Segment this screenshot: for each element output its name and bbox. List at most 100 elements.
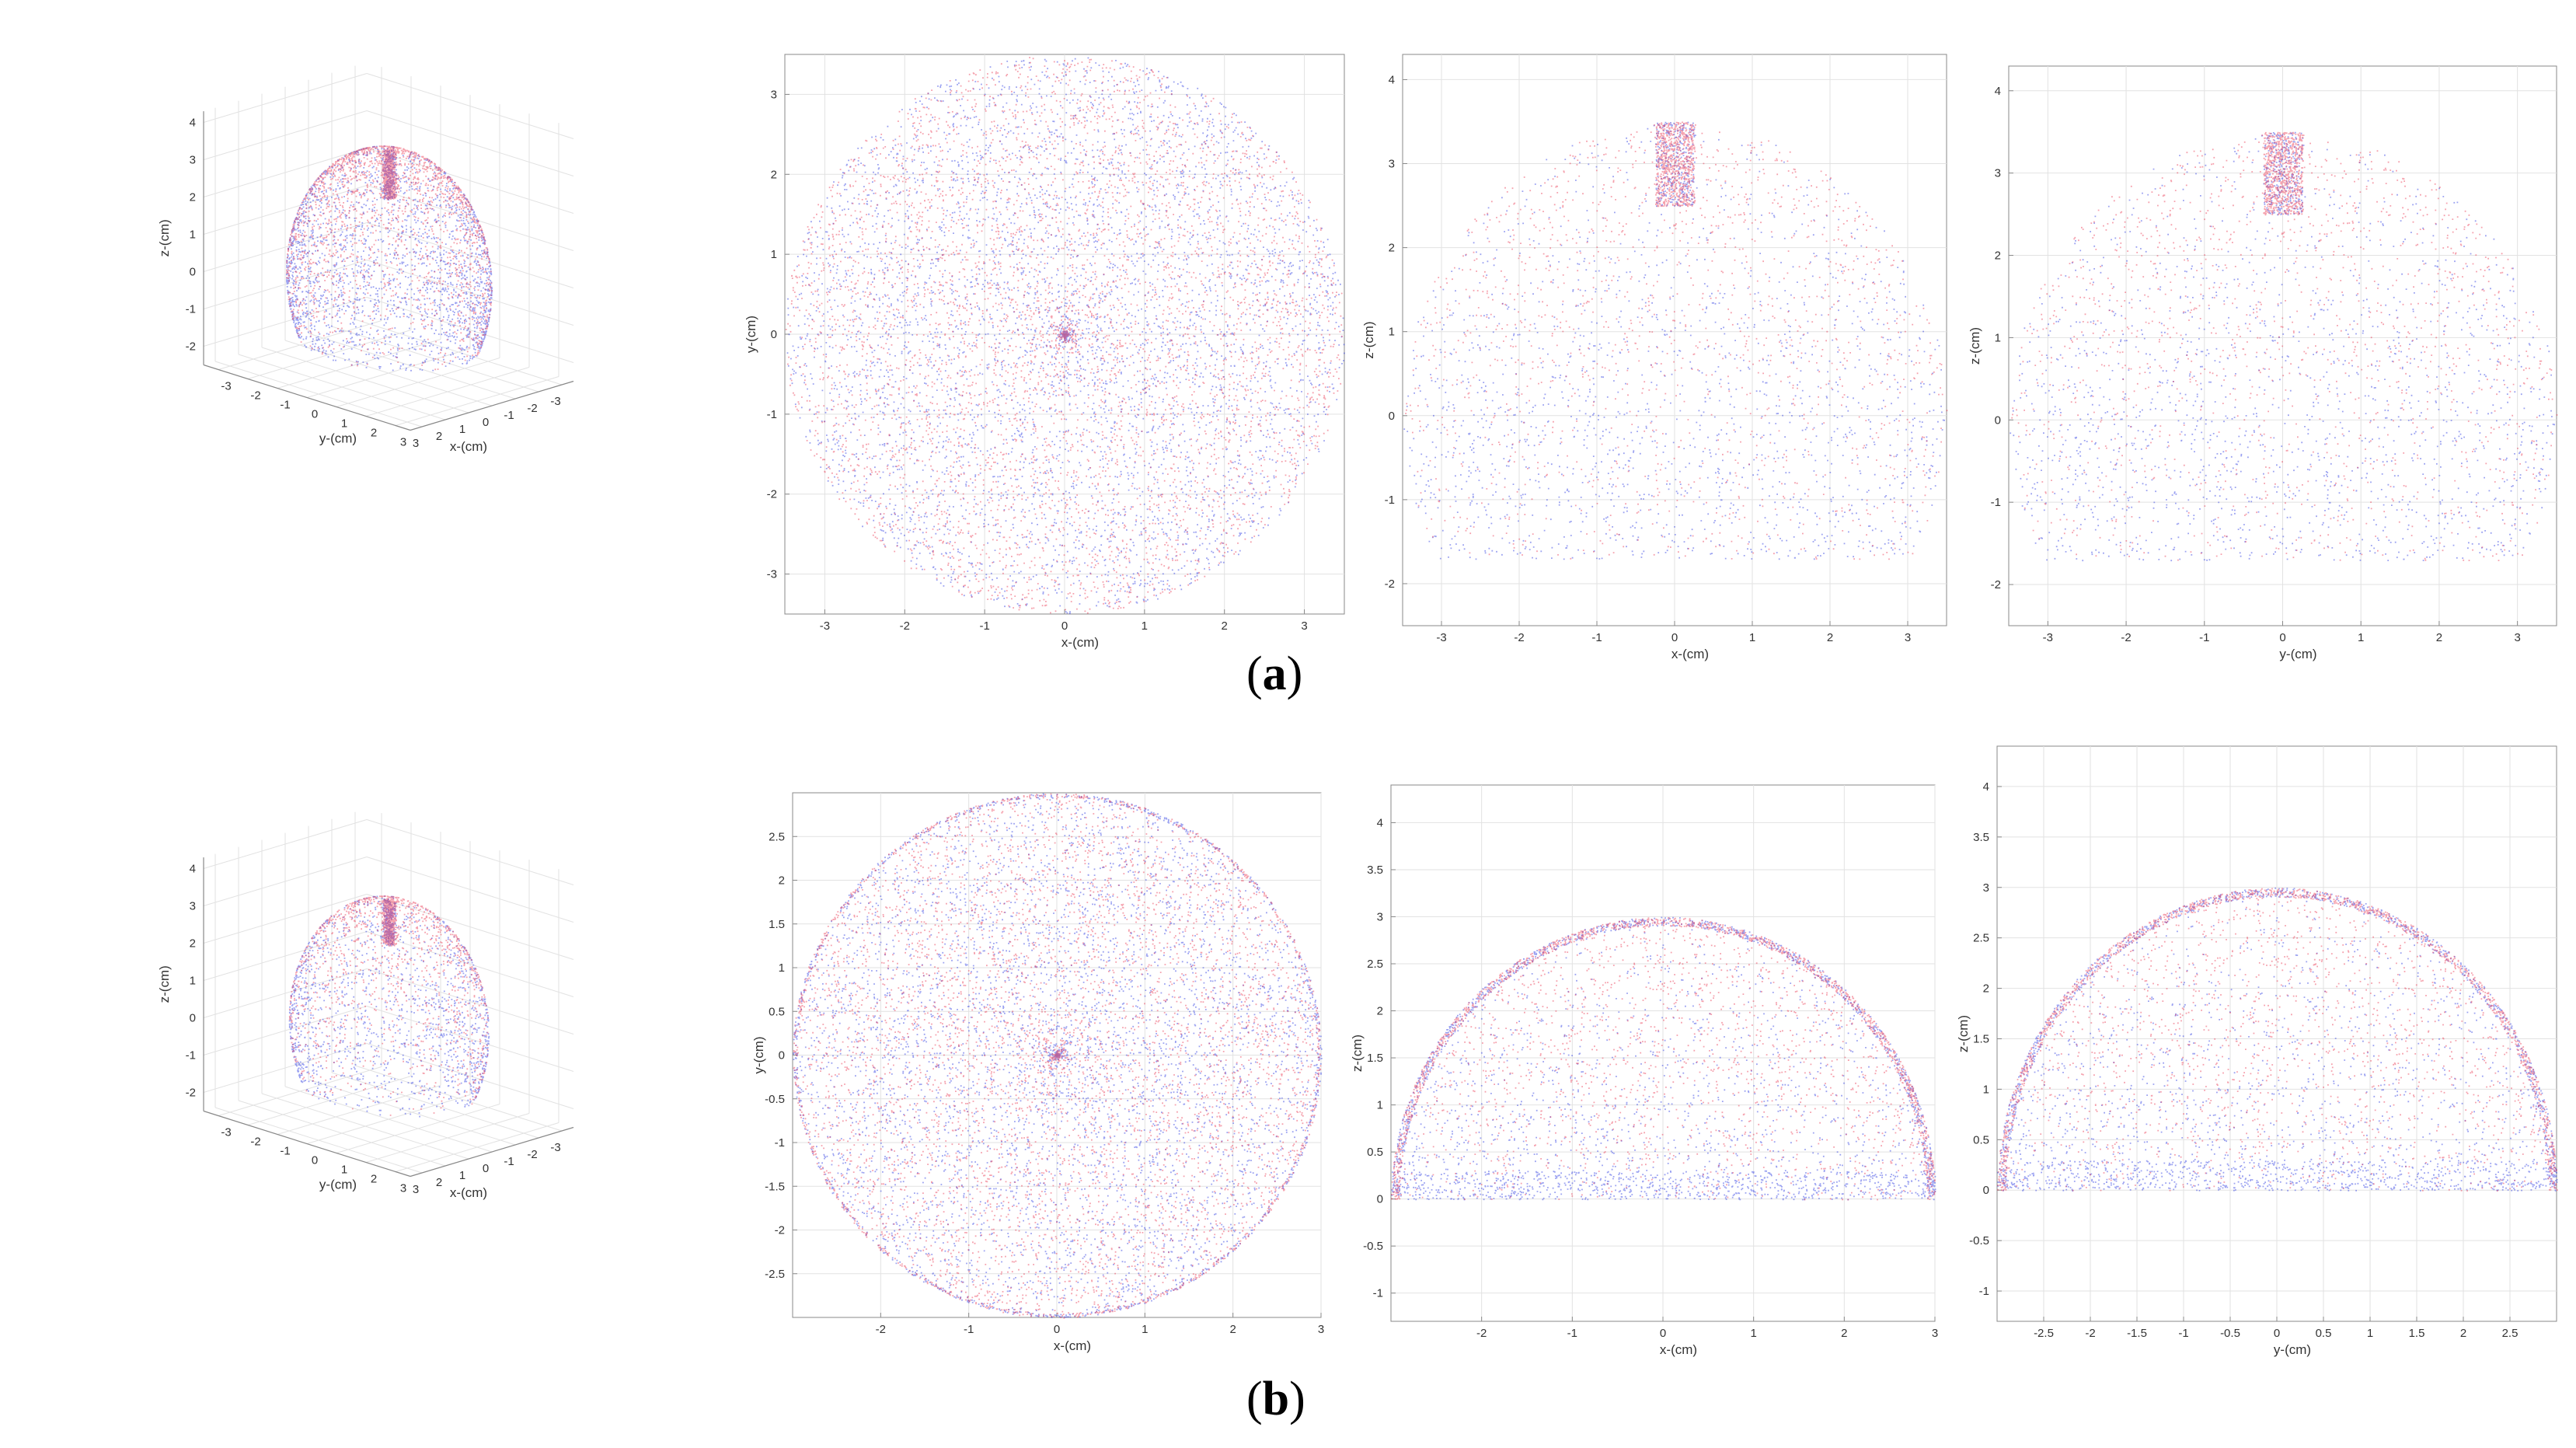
chart-a-3d: -3 -2 -1 0 1 2 3 -3 -2 -1 0 1 2 3 -2 -1 0 1 2 3 4 x-(cm) y-(cm… [16,31,746,653]
tick-x-2-1: -2 [1514,631,1524,644]
tick-x-7-2: -1.5 [2127,1327,2147,1340]
tick-x-0-1: -2 [527,402,537,415]
tick-y-3-4: 2 [1995,249,2001,263]
tick-y-1-0: -3 [767,568,777,581]
tick-y-0-0: -3 [221,380,231,393]
chart-a-xz: -3 -2 -1 0 1 2 3 -2 -1 0 1 2 3 4 x-(cm) z-(cm) [1356,23,1970,661]
xlabel-4: x-(cm) [450,1185,487,1200]
tick-y-3-6: 4 [1995,85,2001,98]
tick-y-1-6: 3 [771,88,777,101]
tick-x-5-1: -1 [964,1323,974,1336]
tick-x-3-0: -3 [2043,631,2053,644]
caption-b-open: ( [1246,1373,1263,1425]
xlabel-0: x-(cm) [450,439,487,454]
tick-x-7-8: 1.5 [2409,1327,2425,1340]
chart-a-yz: -3 -2 -1 0 1 2 3 -2 -1 0 1 2 3 4 y-(cm) z-(cm) [1968,35,2572,661]
xlabel-2: x-(cm) [1671,647,1709,661]
tick-y-2-4: 2 [1389,242,1395,255]
tick-y-7-6: 2 [1983,982,1989,996]
ylabel-0: y-(cm) [319,431,357,446]
chart-a-xy: -3 -2 -1 0 1 2 3 -3 -2 -1 0 1 2 3 x-(cm) y-(cm) [738,23,1360,650]
grid-3 [2009,66,2557,626]
floor-y-4-0 [218,1066,382,1116]
tick-y-7-5: 1.5 [1973,1032,1989,1045]
tick-y-1-3: 0 [771,328,777,341]
tick-x-0-6: 3 [413,437,419,450]
tick-y-4-0: -3 [221,1126,231,1139]
tick-x-4-4: 1 [459,1169,465,1182]
tick-x-2-5: 2 [1827,631,1833,644]
floor-y-0-6 [395,376,559,426]
tick-y-1-5: 2 [771,168,777,181]
tick-x-1-5: 2 [1222,619,1228,633]
tick-y-2-0: -2 [1385,577,1395,591]
grid-2 [1403,54,1947,626]
tick-x-4-2: -1 [504,1155,514,1168]
grid-1 [785,54,1344,614]
tick-y-7-2: 0 [1983,1184,1989,1197]
tick-y-2-2: 0 [1389,410,1395,423]
tick-x-7-3: -1 [2178,1327,2188,1340]
tick-y-0-3: 0 [312,408,318,421]
scatter-points-0-red [286,145,493,371]
tick-x-4-0: -3 [550,1141,560,1154]
chart-b-xz-svg: -2 -1 0 1 2 3 -1 -0.5 0 0.5 1 1.5 2 2.5 3 3.5 4 x-(cm) z-(… [1350,784,1938,1357]
box-0 [203,65,574,427]
tick-y-6-0: -1 [1373,1287,1383,1300]
tick-y-5-3: -1 [775,1136,785,1150]
tick-x-0-3: 0 [483,416,489,429]
tick-y-6-3: 0.5 [1367,1146,1383,1159]
tick-x-4-6: 3 [413,1183,419,1196]
tick-y-5-2: -1.5 [765,1180,785,1193]
tick-y-3-2: 0 [1995,413,2001,427]
tick-y-6-4: 1 [1377,1099,1383,1112]
scatter-points-4-red [288,895,489,1116]
tick-y-3-0: -2 [1991,578,2001,591]
tick-y-4-2: -1 [280,1145,290,1158]
chart-b-xy-svg: -2 -1 0 1 2 3 -2.5 -2 -1.5 -1 -0.5 0 0.5 1 1.5 2 2.5 x-(c… [751,792,1324,1353]
tick-x-2-4: 1 [1749,631,1755,644]
tick-x-7-0: -2.5 [2034,1327,2054,1340]
scatter-points-0-blue [285,145,493,372]
floor-y-4-2 [277,1085,441,1135]
grid-7 [1997,746,2557,1321]
tick-y-7-0: -1 [1979,1285,1989,1298]
chart-b-yz: -2.5 -2 -1.5 -1 -0.5 0 0.5 1 1.5 2 2.5 -1 -0.5 0 0.5 1 1… [1956,727,2572,1364]
floor-y-4-5 [365,1113,530,1163]
tick-x-7-1: -2 [2085,1327,2095,1340]
tick-z-4-3: 1 [190,975,196,988]
tick-z-0-0: -2 [186,340,196,354]
floor-y-0-5 [365,367,530,417]
chart-b-xy: -2 -1 0 1 2 3 -2.5 -2 -1.5 -1 -0.5 0 0.5 1 1.5 2 2.5 x-(c… [746,777,1337,1368]
tick-y-6-6: 2 [1377,1005,1383,1018]
tick-x-5-5: 3 [1318,1323,1324,1336]
chart-a-xz-svg: -3 -2 -1 0 1 2 3 -2 -1 0 1 2 3 4 x-(cm) z-(cm) [1361,54,1948,661]
ylabel-6: z-(cm) [1350,1035,1365,1072]
tick-x-2-6: 3 [1905,631,1911,644]
tick-y-0-2: -1 [280,399,290,412]
tick-x-7-10: 2.5 [2502,1327,2518,1340]
tick-y-0-4: 1 [341,417,347,431]
tick-y-7-9: 3.5 [1973,831,1989,844]
tick-y-7-1: -0.5 [1969,1234,1989,1247]
tick-y-3-3: 1 [1995,331,2001,344]
chart-b-yz-svg: -2.5 -2 -1.5 -1 -0.5 0 0.5 1 1.5 2 2.5 -1 -0.5 0 0.5 1 1… [1956,745,2558,1357]
axis-x-0 [410,380,574,431]
ylabel-2: z-(cm) [1361,321,1376,358]
tick-z-0-4: 2 [190,191,196,204]
chart-b-3d-svg: -3 -2 -1 0 1 2 3 -3 -2 -1 0 1 2 3 -2 -1 0 1 2 3 4 x-(cm) y-(cm… [157,811,574,1200]
axis-y-4 [203,1110,411,1178]
tick-x-4-1: -2 [527,1148,537,1161]
tick-y-7-7: 2.5 [1973,932,1989,945]
caption-a-close: ) [1286,647,1303,700]
tick-y-6-7: 2.5 [1367,958,1383,971]
tick-x-3-3: 0 [2279,631,2285,644]
tick-x-5-3: 1 [1142,1323,1148,1336]
tick-z-4-2: 0 [190,1012,196,1025]
tick-x-3-4: 1 [2358,631,2364,644]
tick-y-6-1: -0.5 [1363,1240,1383,1253]
scatter-points-1 [785,57,1345,615]
tick-y-4-5: 2 [371,1173,377,1186]
xlabel-5: x-(cm) [1054,1338,1091,1353]
tick-y-7-3: 0.5 [1973,1133,1989,1146]
